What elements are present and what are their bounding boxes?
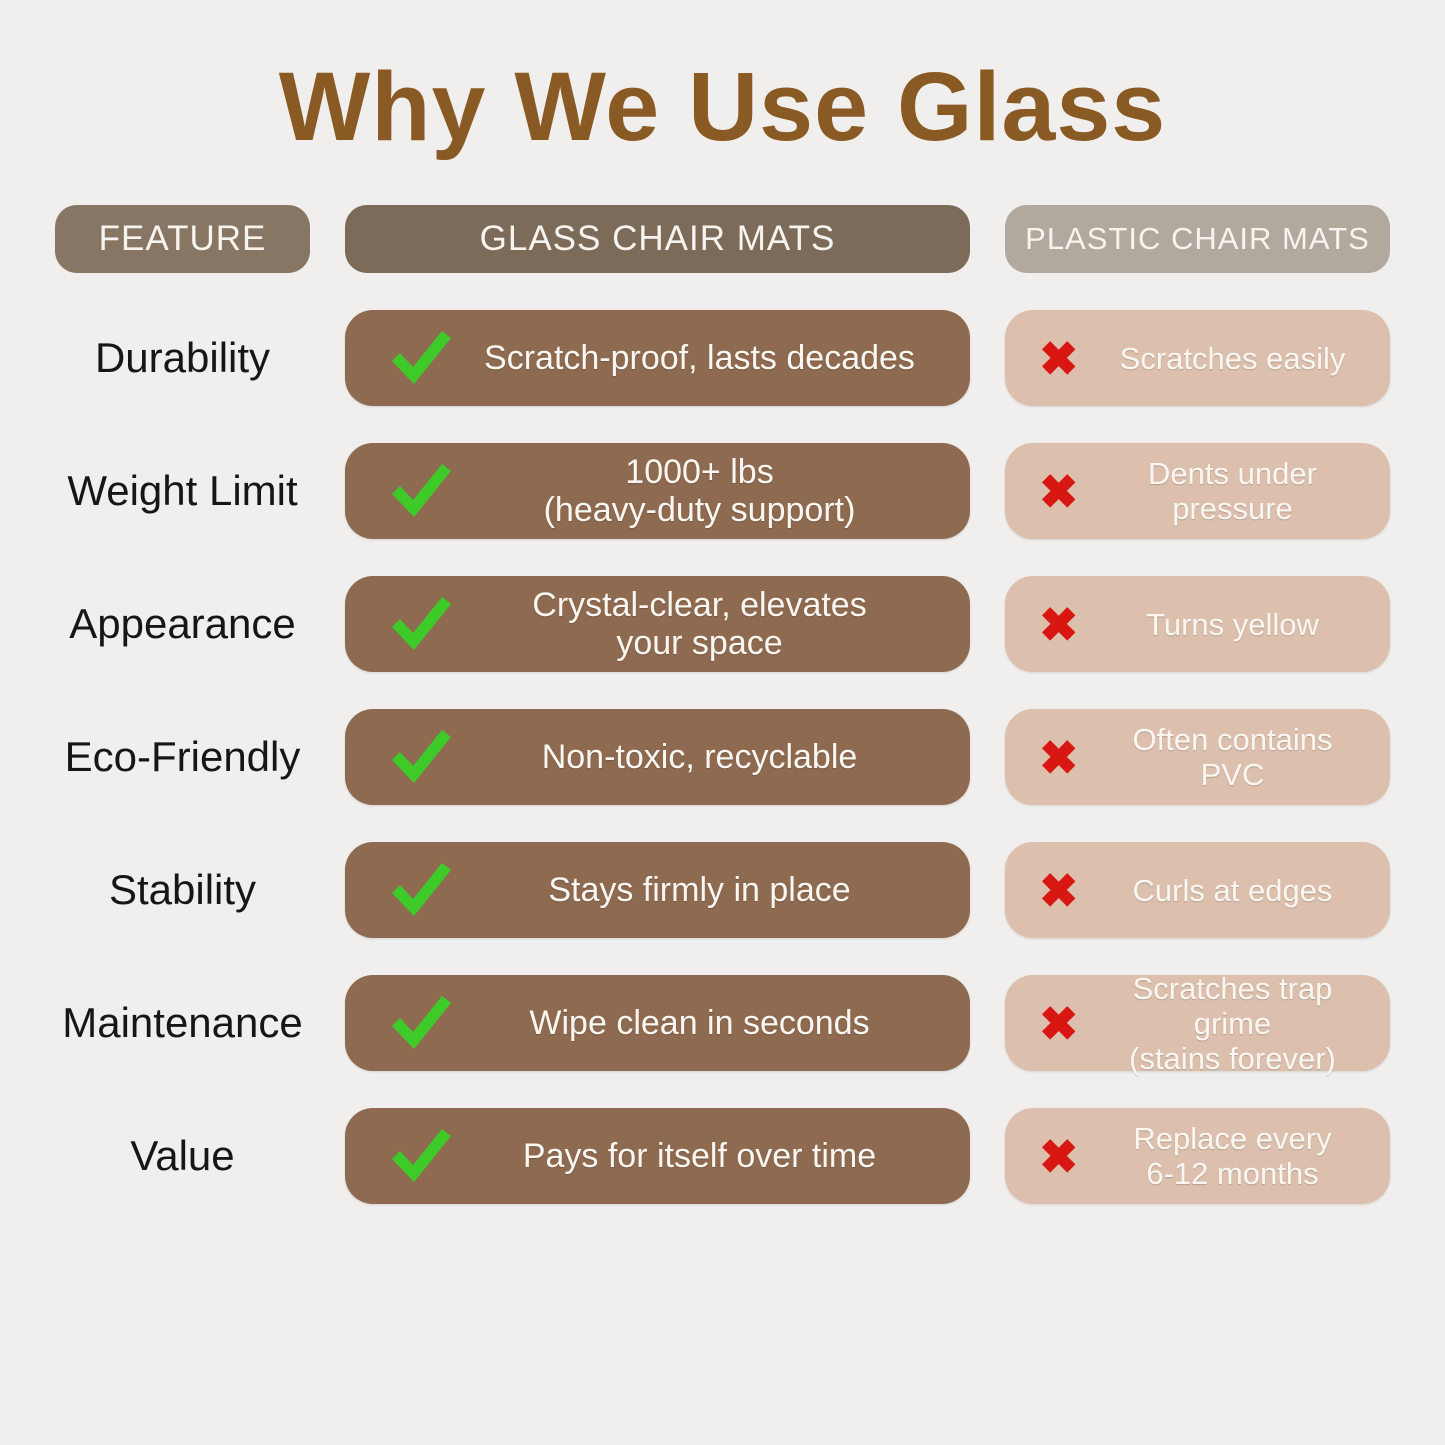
cross-icon: ✖	[1039, 1129, 1079, 1183]
feature-label: Appearance	[69, 600, 296, 648]
glass-cell-text: 1000+ lbs (heavy-duty support)	[543, 452, 856, 530]
feature-label: Eco-Friendly	[64, 733, 301, 781]
plastic-cell: ✖ Scratches easily	[1005, 310, 1390, 407]
feature-label: Value	[130, 1132, 235, 1180]
plastic-cell-text: Curls at edges	[1132, 872, 1333, 908]
glass-cell-text: Stays firmly in place	[548, 871, 851, 910]
plastic-cell-text: Often contains PVC	[1132, 722, 1333, 793]
comparison-table: FEATURE GLASS CHAIR MATS PLASTIC CHAIR M…	[0, 205, 1445, 1205]
glass-cell: Pays for itself over time	[345, 1108, 970, 1205]
glass-cell: Wipe clean in seconds	[345, 975, 970, 1072]
glass-cell: Scratch-proof, lasts decades	[345, 310, 970, 407]
check-icon	[385, 327, 455, 389]
plastic-cell: ✖ Scratches trap grime (stains forever)	[1005, 971, 1390, 1076]
cross-icon: ✖	[1039, 863, 1079, 917]
plastic-cell: ✖ Curls at edges	[1005, 842, 1390, 939]
glass-cell: Stays firmly in place	[345, 842, 970, 939]
column-header-glass: GLASS CHAIR MATS	[345, 205, 970, 274]
plastic-cell: ✖ Replace every 6-12 months	[1005, 1108, 1390, 1205]
check-icon	[385, 1125, 455, 1187]
column-header-feature: FEATURE	[55, 205, 310, 274]
plastic-cell-text: Turns yellow	[1146, 606, 1319, 642]
cross-icon: ✖	[1039, 996, 1079, 1050]
cross-icon: ✖	[1039, 464, 1079, 518]
glass-cell-text: Crystal-clear, elevates your space	[532, 585, 867, 663]
glass-cell: Non-toxic, recyclable	[345, 709, 970, 806]
plastic-cell-text: Scratches trap grime (stains forever)	[1129, 970, 1336, 1076]
glass-cell: 1000+ lbs (heavy-duty support)	[345, 443, 970, 540]
column-header-plastic: PLASTIC CHAIR MATS	[1005, 205, 1390, 274]
glass-cell-text: Pays for itself over time	[522, 1137, 877, 1176]
glass-cell-text: Scratch-proof, lasts decades	[484, 339, 915, 378]
cross-icon: ✖	[1039, 331, 1079, 385]
glass-cell-text: Wipe clean in seconds	[529, 1004, 870, 1043]
plastic-cell-text: Scratches easily	[1119, 340, 1346, 376]
feature-label: Stability	[108, 866, 257, 914]
cross-icon: ✖	[1039, 597, 1079, 651]
check-icon	[385, 859, 455, 921]
check-icon	[385, 726, 455, 788]
plastic-cell-text: Dents under pressure	[1148, 456, 1317, 527]
feature-label: Weight Limit	[67, 467, 298, 515]
check-icon	[385, 460, 455, 522]
check-icon	[385, 992, 455, 1054]
page-title: Why We Use Glass	[278, 52, 1167, 161]
feature-label: Maintenance	[62, 999, 303, 1047]
glass-cell: Crystal-clear, elevates your space	[345, 576, 970, 673]
glass-cell-text: Non-toxic, recyclable	[541, 738, 858, 777]
feature-label: Durability	[94, 334, 271, 382]
plastic-cell: ✖ Dents under pressure	[1005, 443, 1390, 540]
check-icon	[385, 593, 455, 655]
plastic-cell: ✖ Turns yellow	[1005, 576, 1390, 673]
plastic-cell-text: Replace every 6-12 months	[1133, 1121, 1332, 1192]
cross-icon: ✖	[1039, 730, 1079, 784]
plastic-cell: ✖ Often contains PVC	[1005, 709, 1390, 806]
